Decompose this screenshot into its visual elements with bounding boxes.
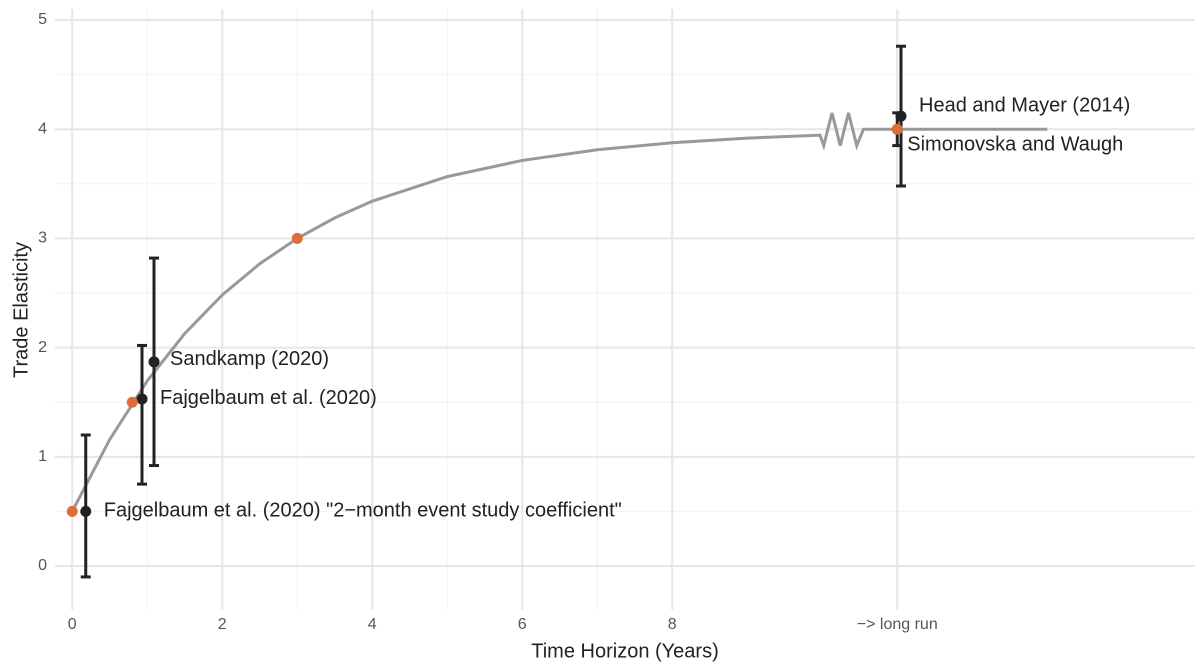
x-tick-label: 4 bbox=[368, 616, 377, 633]
curve bbox=[70, 112, 1048, 513]
estimate-point bbox=[80, 505, 92, 517]
y-tick-label: 2 bbox=[38, 339, 47, 356]
y-tick-label: 5 bbox=[38, 11, 47, 28]
x-tick-label: 2 bbox=[218, 616, 227, 633]
x-tick-label: 6 bbox=[518, 616, 527, 633]
estimate-label: Head and Mayer (2014) bbox=[919, 94, 1130, 116]
model-point bbox=[891, 123, 903, 135]
y-tick-label: 4 bbox=[38, 120, 47, 137]
y-tick-label: 0 bbox=[38, 557, 47, 574]
y-tick-label: 3 bbox=[38, 230, 47, 247]
y-tick-label: 1 bbox=[38, 448, 47, 465]
estimate-point bbox=[136, 393, 148, 405]
estimate-label: Simonovska and Waugh bbox=[907, 134, 1123, 156]
model-point bbox=[66, 505, 78, 517]
model-point bbox=[291, 232, 303, 244]
x-axis-title: Time Horizon (Years) bbox=[531, 640, 718, 662]
estimate-point bbox=[148, 356, 160, 368]
model-point bbox=[126, 396, 138, 408]
x-tick-label: −> long run bbox=[857, 616, 938, 633]
estimate-label: Fajgelbaum et al. (2020) bbox=[160, 387, 377, 409]
estimate-label: Fajgelbaum et al. (2020) "2−month event … bbox=[104, 500, 622, 522]
x-tick-label: 0 bbox=[68, 616, 77, 633]
estimate-label: Sandkamp (2020) bbox=[170, 348, 329, 370]
y-axis-title: Trade Elasticity bbox=[10, 242, 32, 378]
x-tick-label: 8 bbox=[668, 616, 677, 633]
